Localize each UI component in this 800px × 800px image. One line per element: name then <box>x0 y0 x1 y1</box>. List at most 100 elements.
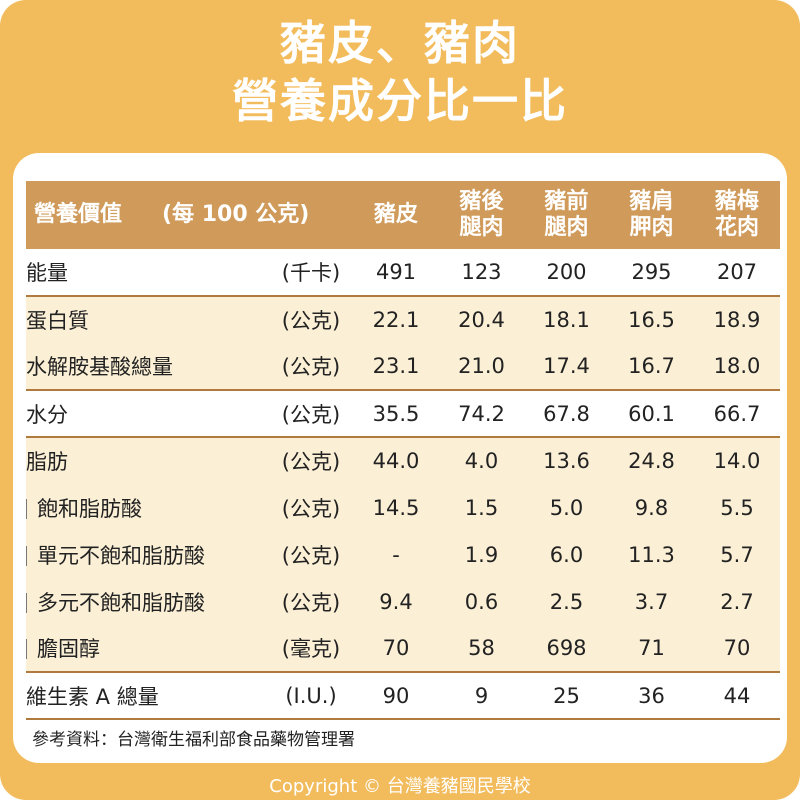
value-cell: 9.8 <box>634 495 669 520</box>
value-cell: 14.5 <box>372 495 420 520</box>
column-header: 豬肩 胛肉 <box>609 181 694 249</box>
table-row-amino-acids: 水解胺基酸總量 (公克) 23.1 21.0 17.4 16.7 18.0 <box>26 343 780 391</box>
table-row-vitamin-a: 維生素 A 總量 (I.U.) 90 9 25 36 44 <box>26 672 780 720</box>
row-label: 單元不飽和脂肪酸 <box>37 543 205 568</box>
column-header-line1: 豬皮 <box>373 202 418 227</box>
table-header-row: 營養價值 (每 100 公克) 豬皮 豬後 腿肉 豬前 腿肉 豬肩 胛肉 豬梅 花肉 <box>26 181 780 249</box>
value-cell: 71 <box>609 625 694 673</box>
value-cell: 70 <box>353 625 439 673</box>
value-cell: 2.7 <box>720 589 754 614</box>
row-unit: (I.U.) <box>269 672 353 720</box>
value-cell: 207 <box>694 249 780 297</box>
value-cell: 9 <box>439 672 524 720</box>
column-header: 豬皮 <box>353 181 439 249</box>
value-cell: 25 <box>524 672 609 720</box>
table-row-energy: 能量 (千卡) 491 123 200 295 207 <box>26 249 780 297</box>
column-header-line1: 豬前 <box>544 189 589 214</box>
value-cell: 4.0 <box>464 449 499 473</box>
row-unit: (公克) <box>269 390 353 438</box>
column-header-line2: 胛肉 <box>629 215 674 240</box>
row-label-cell: 飽和脂肪酸 <box>26 484 269 531</box>
value-cell: 491 <box>353 249 439 297</box>
row-unit: (公克) <box>281 496 341 521</box>
value-cell: 20.4 <box>458 308 505 332</box>
value-cell: 5.7 <box>720 542 754 567</box>
column-header-line1: 豬梅 <box>714 189 759 214</box>
row-label-cell: 多元不飽和脂肪酸 <box>26 578 269 625</box>
table-row-cholesterol: 膽固醇 (毫克) 70 58 698 71 70 <box>26 625 780 673</box>
row-label: 多元不飽和脂肪酸 <box>37 590 205 615</box>
value-cell: 16.7 <box>609 343 694 391</box>
table-row-monounsaturated-fat: 單元不飽和脂肪酸 (公克) - 1.9 6.0 11.3 5.7 <box>26 531 780 578</box>
value-cell: 5.0 <box>549 495 584 520</box>
header-label: 營養價值 <box>34 202 123 227</box>
value-cell: 74.2 <box>439 390 524 438</box>
row-label-cell: 單元不飽和脂肪酸 <box>26 531 269 578</box>
indent-bar <box>26 639 27 659</box>
row-label: 維生素 A 總量 <box>26 672 269 720</box>
column-header-line2: 腿肉 <box>459 215 504 240</box>
indent-bar <box>26 592 27 613</box>
title-line-2: 營養成分比一比 <box>232 74 568 128</box>
row-label: 水分 <box>26 390 269 438</box>
row-unit: (公克) <box>269 343 353 391</box>
row-label: 飽和脂肪酸 <box>37 496 142 521</box>
indent-bar <box>26 545 27 566</box>
value-cell: 9.4 <box>379 589 413 614</box>
row-label: 脂肪 <box>26 450 68 474</box>
table-row-polyunsaturated-fat: 多元不飽和脂肪酸 (公克) 9.4 0.6 2.5 3.7 2.7 <box>26 578 780 625</box>
title-line-1: 豬皮、豬肉 <box>280 16 520 70</box>
value-cell: 295 <box>609 249 694 297</box>
value-cell: 18.0 <box>694 343 780 391</box>
value-cell: 18.1 <box>543 308 590 332</box>
row-label: 蛋白質 <box>26 309 89 333</box>
row-label: 水解胺基酸總量 <box>26 343 269 391</box>
value-cell: 698 <box>524 625 609 673</box>
value-cell: 24.8 <box>628 449 675 473</box>
page-title: 豬皮、豬肉 營養成分比一比 <box>0 14 800 130</box>
row-unit: (公克) <box>281 543 341 568</box>
value-cell: 90 <box>353 672 439 720</box>
row-unit: (公克) <box>281 450 341 474</box>
value-cell: 36 <box>609 672 694 720</box>
value-cell: 6.0 <box>549 542 584 567</box>
header-label-cell: 營養價值 (每 100 公克) <box>26 181 353 249</box>
column-header: 豬前 腿肉 <box>524 181 609 249</box>
column-header: 豬後 腿肉 <box>439 181 524 249</box>
row-label: 能量 <box>26 249 269 297</box>
value-cell: 35.5 <box>353 390 439 438</box>
value-cell: 13.6 <box>543 449 590 473</box>
row-label-cell: 膽固醇 <box>26 625 269 673</box>
value-cell: 16.5 <box>628 308 675 332</box>
table-row-protein: 蛋白質 (公克) 22.1 20.4 18.1 16.5 18.9 <box>26 296 780 343</box>
value-cell: 66.7 <box>694 390 780 438</box>
table-row-fat: 脂肪 (公克) 44.0 4.0 13.6 24.8 14.0 <box>26 437 780 484</box>
column-header-line1: 豬肩 <box>629 189 674 214</box>
indent-bar <box>26 498 27 519</box>
table-row-water: 水分 (公克) 35.5 74.2 67.8 60.1 66.7 <box>26 390 780 438</box>
value-cell: 22.1 <box>372 308 420 332</box>
value-cell: 17.4 <box>524 343 609 391</box>
value-cell: 2.5 <box>549 589 584 614</box>
value-cell: - <box>392 542 400 567</box>
value-cell: 23.1 <box>353 343 439 391</box>
column-header-line2: 花肉 <box>714 215 759 240</box>
copyright: Copyright © 台灣養豬國民學校 <box>269 776 531 797</box>
row-unit: (千卡) <box>269 249 353 297</box>
value-cell: 44 <box>694 672 780 720</box>
value-cell: 1.9 <box>464 542 499 567</box>
column-header-line1: 豬後 <box>459 189 504 214</box>
value-cell: 18.9 <box>713 308 761 332</box>
value-cell: 5.5 <box>720 495 754 520</box>
value-cell: 21.0 <box>439 343 524 391</box>
value-cell: 1.5 <box>464 495 499 520</box>
value-cell: 0.6 <box>464 589 499 614</box>
value-cell: 44.0 <box>372 449 420 473</box>
row-unit: (毫克) <box>269 625 353 673</box>
header-unit: (每 100 公克) <box>162 202 310 227</box>
source-note: 參考資料：台灣衛生福利部食品藥物管理署 <box>32 730 355 750</box>
value-cell: 60.1 <box>609 390 694 438</box>
row-unit: (公克) <box>281 590 341 615</box>
row-label: 膽固醇 <box>37 637 100 661</box>
